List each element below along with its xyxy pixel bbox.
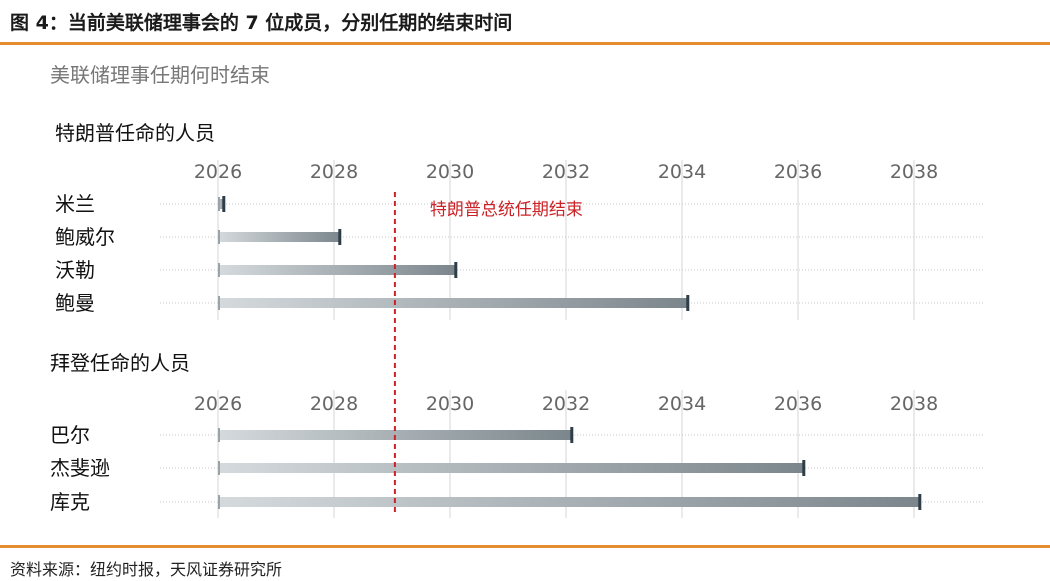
bar-row: 沃勒 <box>55 258 985 282</box>
term-bar <box>218 463 804 473</box>
bar-row: 杰斐逊 <box>50 456 985 480</box>
term-bar <box>218 497 920 507</box>
tick-label-2032: 2032 <box>542 161 590 183</box>
bottom-rule <box>0 545 1050 548</box>
source-note: 资料来源：纽约时报，天风证券研究所 <box>10 560 283 579</box>
tick-label-2038: 2038 <box>890 393 938 415</box>
bar-row: 米兰 <box>55 192 985 216</box>
bar-row: 库克 <box>50 490 985 514</box>
top-rule <box>0 42 1050 45</box>
term-bar <box>218 265 456 275</box>
member-name: 巴尔 <box>50 423 90 447</box>
bar-row: 鲍曼 <box>55 291 985 315</box>
tick-label-2030: 2030 <box>426 393 474 415</box>
tick-label-2034: 2034 <box>658 393 706 415</box>
member-name: 沃勒 <box>55 258 95 282</box>
term-bar <box>218 232 340 242</box>
member-name: 鲍曼 <box>55 291 95 315</box>
tick-label-2038: 2038 <box>890 161 938 183</box>
term-bar <box>218 199 224 209</box>
chart-title: 美联储理事任期何时结束 <box>50 63 270 87</box>
panel-1: 特朗普任命的人员 2026 2028 2030 2032 2034 2036 2038 米兰鲍威… <box>55 121 985 320</box>
term-end-label: 特朗普总统任期结束 <box>430 200 583 220</box>
member-name: 库克 <box>50 490 90 514</box>
figure-title: 图 4：当前美联储理事会的 7 位成员，分别任期的结束时间 <box>10 12 513 34</box>
tick-label-2032: 2032 <box>542 393 590 415</box>
panel-title: 拜登任命的人员 <box>50 351 190 375</box>
tick-label-2034: 2034 <box>658 161 706 183</box>
tick-label-2026: 2026 <box>194 393 242 415</box>
member-name: 杰斐逊 <box>50 456 110 480</box>
tick-label-2028: 2028 <box>310 393 358 415</box>
tick-label-2026: 2026 <box>194 161 242 183</box>
bar-row: 鲍威尔 <box>55 225 985 249</box>
bar-row: 巴尔 <box>50 423 985 447</box>
tick-label-2036: 2036 <box>774 161 822 183</box>
tick-label-2030: 2030 <box>426 161 474 183</box>
term-bar <box>218 298 688 308</box>
member-name: 米兰 <box>55 192 95 216</box>
tick-label-2028: 2028 <box>310 161 358 183</box>
member-name: 鲍威尔 <box>55 225 115 249</box>
panel-title: 特朗普任命的人员 <box>55 121 215 145</box>
tick-label-2036: 2036 <box>774 393 822 415</box>
